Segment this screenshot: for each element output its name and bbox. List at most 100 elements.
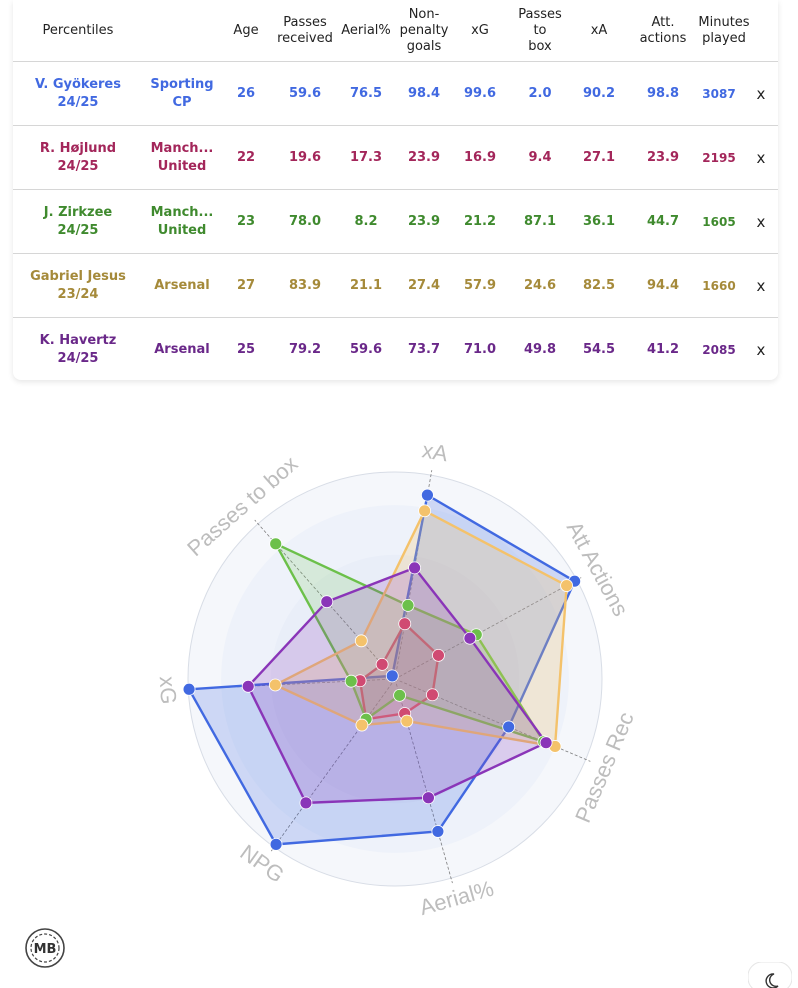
aerial-value: 8.2 [354, 214, 378, 229]
radar-point[interactable] [401, 599, 415, 612]
radar-point[interactable] [241, 679, 255, 693]
radar-point[interactable] [355, 718, 369, 732]
radar-point[interactable] [408, 561, 421, 575]
passes-to-box-value: 2.0 [528, 86, 552, 101]
header-xg: xG [471, 23, 489, 38]
att-actions-value: 23.9 [646, 150, 680, 165]
xa-value: 27.1 [582, 150, 616, 165]
passes-to-box-value: 9.4 [528, 150, 552, 165]
remove-player-button[interactable]: x [756, 341, 766, 359]
radar-point[interactable] [398, 617, 412, 631]
xg-value: 57.9 [463, 278, 497, 293]
passes-to-box-value: 87.1 [523, 214, 557, 229]
age-value: 23 [236, 214, 256, 229]
player-name: K. Havertz 24/25 [39, 333, 117, 366]
radar-point[interactable] [421, 488, 434, 502]
table-row: V. Gyökeres 24/25 Sporting CP 26 59.6 76.5 98… [13, 62, 778, 126]
radar-point[interactable] [320, 595, 334, 609]
radar-point[interactable] [463, 631, 477, 645]
age-value: 26 [236, 86, 256, 101]
radar-point[interactable] [560, 579, 574, 592]
radar-point[interactable] [385, 669, 399, 683]
npg-value: 98.4 [407, 86, 441, 101]
age-value: 22 [236, 150, 256, 165]
radar-point[interactable] [539, 736, 553, 750]
moon-icon[interactable] [747, 961, 793, 988]
npg-value: 23.9 [407, 214, 441, 229]
radar-series-2 [274, 542, 545, 743]
header-percentiles: Percentiles [42, 23, 114, 38]
radar-point[interactable] [393, 688, 406, 702]
passes-received-value: 78.0 [288, 214, 322, 229]
remove-player-button[interactable]: x [756, 85, 766, 103]
header-passes-to-box: Passes to box [518, 7, 562, 54]
radar-point[interactable] [299, 796, 313, 810]
team-name: Arsenal [154, 278, 210, 293]
radar-point[interactable] [432, 648, 445, 662]
minutes-value: 3087 [702, 87, 736, 101]
radar-point[interactable] [422, 791, 435, 805]
header-age: Age [233, 23, 259, 38]
team-name: Arsenal [154, 342, 210, 357]
mb-logo-icon: MB [25, 928, 65, 968]
xg-value: 16.9 [463, 150, 497, 165]
radar-point[interactable] [375, 658, 389, 671]
passes-received-value: 59.6 [288, 86, 322, 101]
age-value: 25 [236, 342, 256, 357]
radar-point[interactable] [344, 674, 358, 688]
remove-player-button[interactable]: x [756, 213, 766, 231]
radar-point[interactable] [431, 825, 445, 838]
remove-player-button[interactable]: x [756, 149, 766, 167]
player-name: Gabriel Jesus 23/24 [30, 269, 126, 302]
aerial-value: 59.6 [349, 342, 383, 357]
radar-point[interactable] [269, 537, 283, 551]
xa-value: 90.2 [582, 86, 616, 101]
att-actions-value: 41.2 [646, 342, 680, 357]
svg-text:MB: MB [34, 942, 57, 957]
table-row: Gabriel Jesus 23/24 Arsenal 27 83.9 21.1 27.4… [13, 254, 778, 318]
header-npg: Non- penalty goals [399, 7, 449, 54]
att-actions-value: 44.7 [646, 214, 680, 229]
radar-point[interactable] [268, 678, 282, 692]
header-minutes: Minutes played [698, 15, 750, 46]
xg-value: 21.2 [463, 214, 497, 229]
player-name: V. Gyökeres 24/25 [34, 77, 121, 110]
passes-to-box-value: 49.8 [523, 342, 557, 357]
aerial-value: 17.3 [349, 150, 383, 165]
table-header: Percentiles Age Passes received Aerial% … [13, 0, 778, 62]
minutes-value: 1660 [702, 279, 736, 293]
table-row: K. Havertz 24/25 Arsenal 25 79.2 59.6 73.7 71.… [13, 318, 778, 382]
att-actions-value: 98.8 [646, 86, 680, 101]
radar-point[interactable] [425, 688, 439, 702]
player-name: J. Zirkzee 24/25 [43, 205, 113, 238]
radar-point[interactable] [354, 634, 368, 648]
table-row: R. Højlund 24/25 Manch... United 22 19.6 17.… [13, 126, 778, 190]
team-name: Manch... United [150, 205, 214, 238]
team-name: Manch... United [150, 141, 214, 174]
team-name: Sporting CP [150, 77, 214, 110]
radar-series-3 [274, 509, 568, 748]
radar-point[interactable] [182, 682, 196, 696]
header-att-actions: Att. actions [639, 15, 687, 46]
remove-player-button[interactable]: x [756, 277, 766, 295]
xg-value: 99.6 [463, 86, 497, 101]
aerial-value: 21.1 [349, 278, 383, 293]
table-row: J. Zirkzee 24/25 Manch... United 23 78.0 8.2… [13, 190, 778, 254]
minutes-value: 2195 [702, 151, 736, 165]
header-passes-received: Passes received [277, 15, 333, 46]
header-aerial: Aerial% [341, 23, 391, 38]
radar-point[interactable] [502, 720, 516, 734]
passes-received-value: 83.9 [288, 278, 322, 293]
radar-spoke [270, 678, 396, 852]
npg-value: 23.9 [407, 150, 441, 165]
radar-point[interactable] [400, 714, 414, 728]
radar-point[interactable] [418, 504, 432, 518]
radar-series-4 [247, 566, 548, 805]
aerial-value: 76.5 [349, 86, 383, 101]
passes-received-value: 19.6 [288, 150, 322, 165]
passes-to-box-value: 24.6 [523, 278, 557, 293]
radar-point[interactable] [269, 837, 283, 851]
xg-value: 71.0 [463, 342, 497, 357]
att-actions-value: 94.4 [646, 278, 680, 293]
